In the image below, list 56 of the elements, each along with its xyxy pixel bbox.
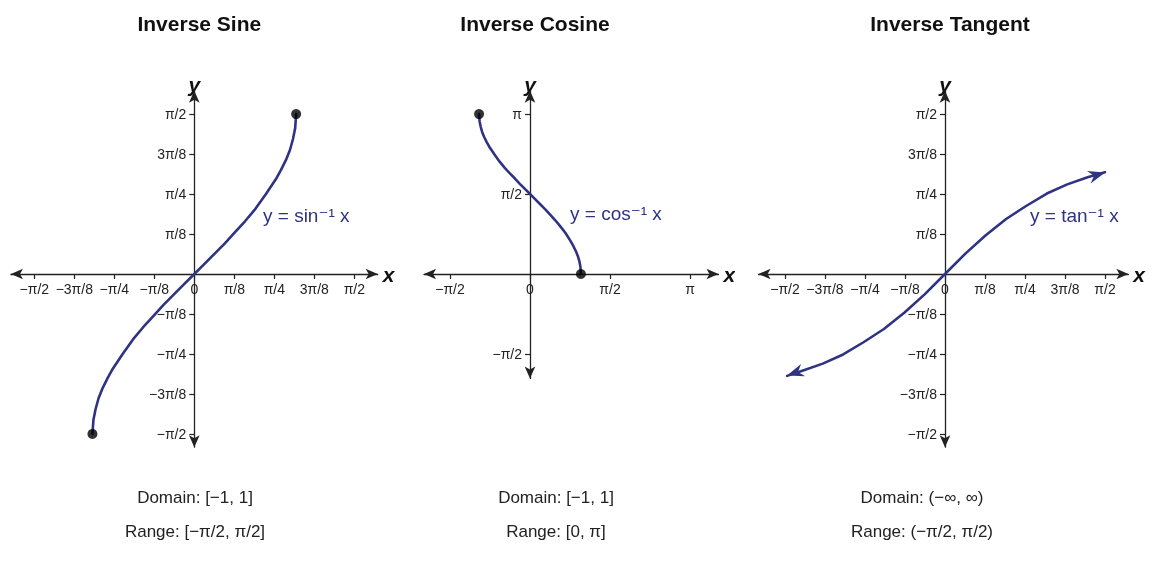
x-tick-label: −π/2 [435,281,465,297]
text: Range: [0, π] [506,521,606,541]
y-tick-label: −3π/8 [149,386,187,402]
x-tick-label: π/4 [1014,281,1036,297]
y-tick-label: −π/4 [156,346,187,362]
y-axis-title: y [523,73,538,97]
x-tick-label: 3π/8 [299,281,330,297]
y-tick-label: π/8 [164,226,187,242]
y-tick-label: π [512,106,523,122]
y-tick-label: 3π/8 [157,146,187,162]
x-axis-title: x [1132,262,1147,286]
annotation: y = sin⁻¹ x [263,204,351,226]
y-tick-label: −π/2 [492,346,523,362]
x-tick-label: −π/4 [99,281,130,297]
text: Range: (−π/2, π/2) [850,521,994,541]
y-tick-label: π/8 [915,226,938,242]
x-tick-label: −3π/8 [55,281,94,297]
y-tick-label: −π/8 [156,306,187,322]
text: Range: [−π/2, π/2] [124,521,266,541]
y-tick-label: π/2 [915,106,938,122]
y-tick-label: −π/4 [907,346,938,362]
y-tick-label: π/2 [500,186,523,202]
annotation: y = tan⁻¹ x [1030,204,1120,226]
y-tick-label: −π/8 [907,306,938,322]
x-tick-label: π/2 [599,281,621,297]
chart-title: Inverse Cosine [460,12,610,35]
x-tick-label: 3π/8 [1050,281,1080,297]
x-tick-label: −3π/8 [806,281,844,297]
y-tick-label: π/4 [164,186,187,202]
x-tick-label: −π/8 [139,281,170,297]
x-tick-label: π/8 [974,281,996,297]
annotation: y = cos⁻¹ x [570,202,663,224]
text: Domain: [−1, 1] [498,487,614,507]
y-axis-title: y [938,73,953,97]
x-tick-label: −π/8 [890,281,920,297]
y-tick-label: π/2 [164,106,187,122]
y-tick-label: −π/2 [907,426,938,442]
text: Domain: [−1, 1] [137,487,253,507]
x-axis-title: x [381,262,396,286]
x-tick-label: π/2 [1094,281,1116,297]
y-tick-label: −3π/8 [899,386,938,402]
y-tick-label: 3π/8 [907,146,938,162]
x-tick-label: π/2 [343,281,366,297]
x-tick-label: −π/2 [770,281,800,297]
x-tick-label: π/8 [223,281,246,297]
chart-title: Inverse Tangent [870,12,1030,35]
x-tick-label: π [685,281,696,297]
y-tick-label: −π/2 [156,426,187,442]
y-tick-label: π/4 [915,186,938,202]
x-tick-label: −π/4 [850,281,880,297]
x-axis-title: x [722,262,737,286]
x-tick-label: π/4 [263,281,286,297]
x-tick-label: −π/2 [19,281,50,297]
y-axis-title: y [187,73,202,97]
text: Domain: (−∞, ∞) [860,487,984,507]
chart-title: Inverse Sine [137,12,262,35]
